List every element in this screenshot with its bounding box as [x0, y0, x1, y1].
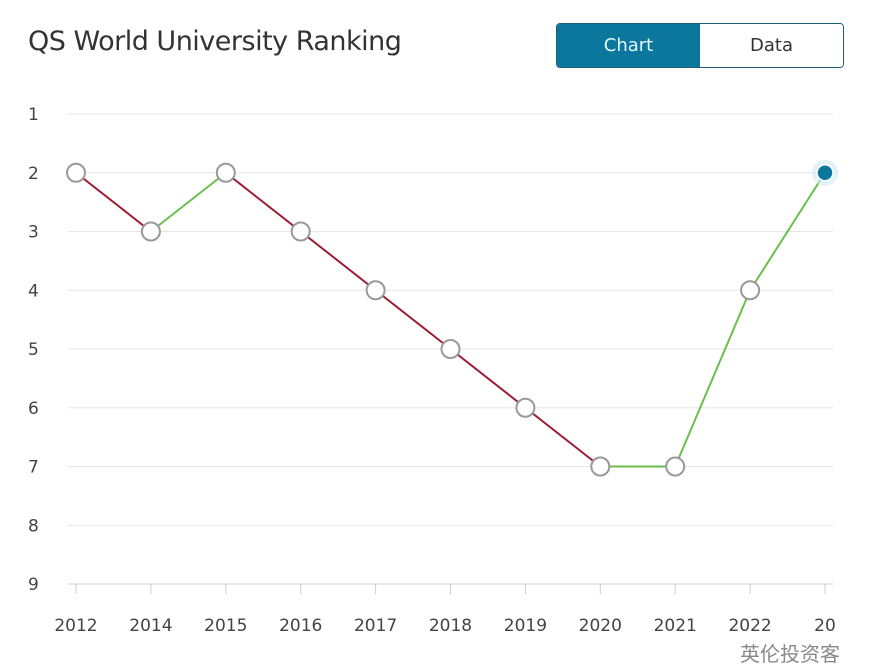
- x-tick-label: 2016: [279, 616, 322, 636]
- data-point: [365, 280, 386, 301]
- x-tick-label: 2022: [728, 616, 771, 636]
- line-segment: [75, 171, 152, 233]
- x-tick-label: 2012: [54, 616, 97, 636]
- data-point: [590, 456, 611, 477]
- data-point: [140, 221, 161, 242]
- line-segment: [374, 289, 452, 350]
- x-tick-label: 2018: [429, 616, 472, 636]
- y-tick-label: 2: [28, 164, 39, 184]
- line-segment: [749, 172, 826, 291]
- data-point: [740, 280, 761, 301]
- y-tick-label: 4: [28, 281, 39, 301]
- line-segment: [524, 406, 601, 468]
- x-tick-label: 2014: [129, 616, 172, 636]
- data-point: [440, 339, 461, 359]
- line-segment: [225, 171, 302, 233]
- data-tab[interactable]: Data: [700, 24, 843, 67]
- y-tick-label: 5: [28, 340, 39, 360]
- data-point: [515, 397, 536, 418]
- chart-tab[interactable]: Chart: [557, 24, 700, 67]
- line-segment: [674, 289, 752, 467]
- data-point: [66, 162, 86, 183]
- y-tick-label: 7: [28, 458, 39, 478]
- data-point-highlighted: [816, 164, 834, 182]
- x-tick-label: 2017: [354, 616, 397, 636]
- x-tick-label: 2019: [504, 616, 547, 636]
- view-toggle: Chart Data: [556, 23, 844, 68]
- x-tick-label: 2020: [579, 616, 622, 636]
- watermark: 英伦投资客: [740, 642, 840, 666]
- line-segment: [449, 348, 527, 409]
- y-tick-label: 1: [28, 105, 39, 125]
- data-point: [290, 221, 311, 242]
- line-segment: [300, 230, 377, 292]
- y-tick-label: 3: [28, 223, 39, 243]
- y-tick-label: 9: [28, 575, 39, 595]
- x-tick-label: 2021: [654, 616, 697, 636]
- x-tick-label: 20: [814, 616, 836, 636]
- chart-title: QS World University Ranking: [28, 26, 402, 57]
- y-tick-label: 8: [28, 516, 39, 536]
- data-point: [665, 456, 686, 477]
- y-tick-label: 6: [28, 399, 39, 419]
- x-tick-label: 2015: [204, 616, 247, 636]
- data-point: [215, 162, 236, 183]
- line-segment: [150, 171, 227, 233]
